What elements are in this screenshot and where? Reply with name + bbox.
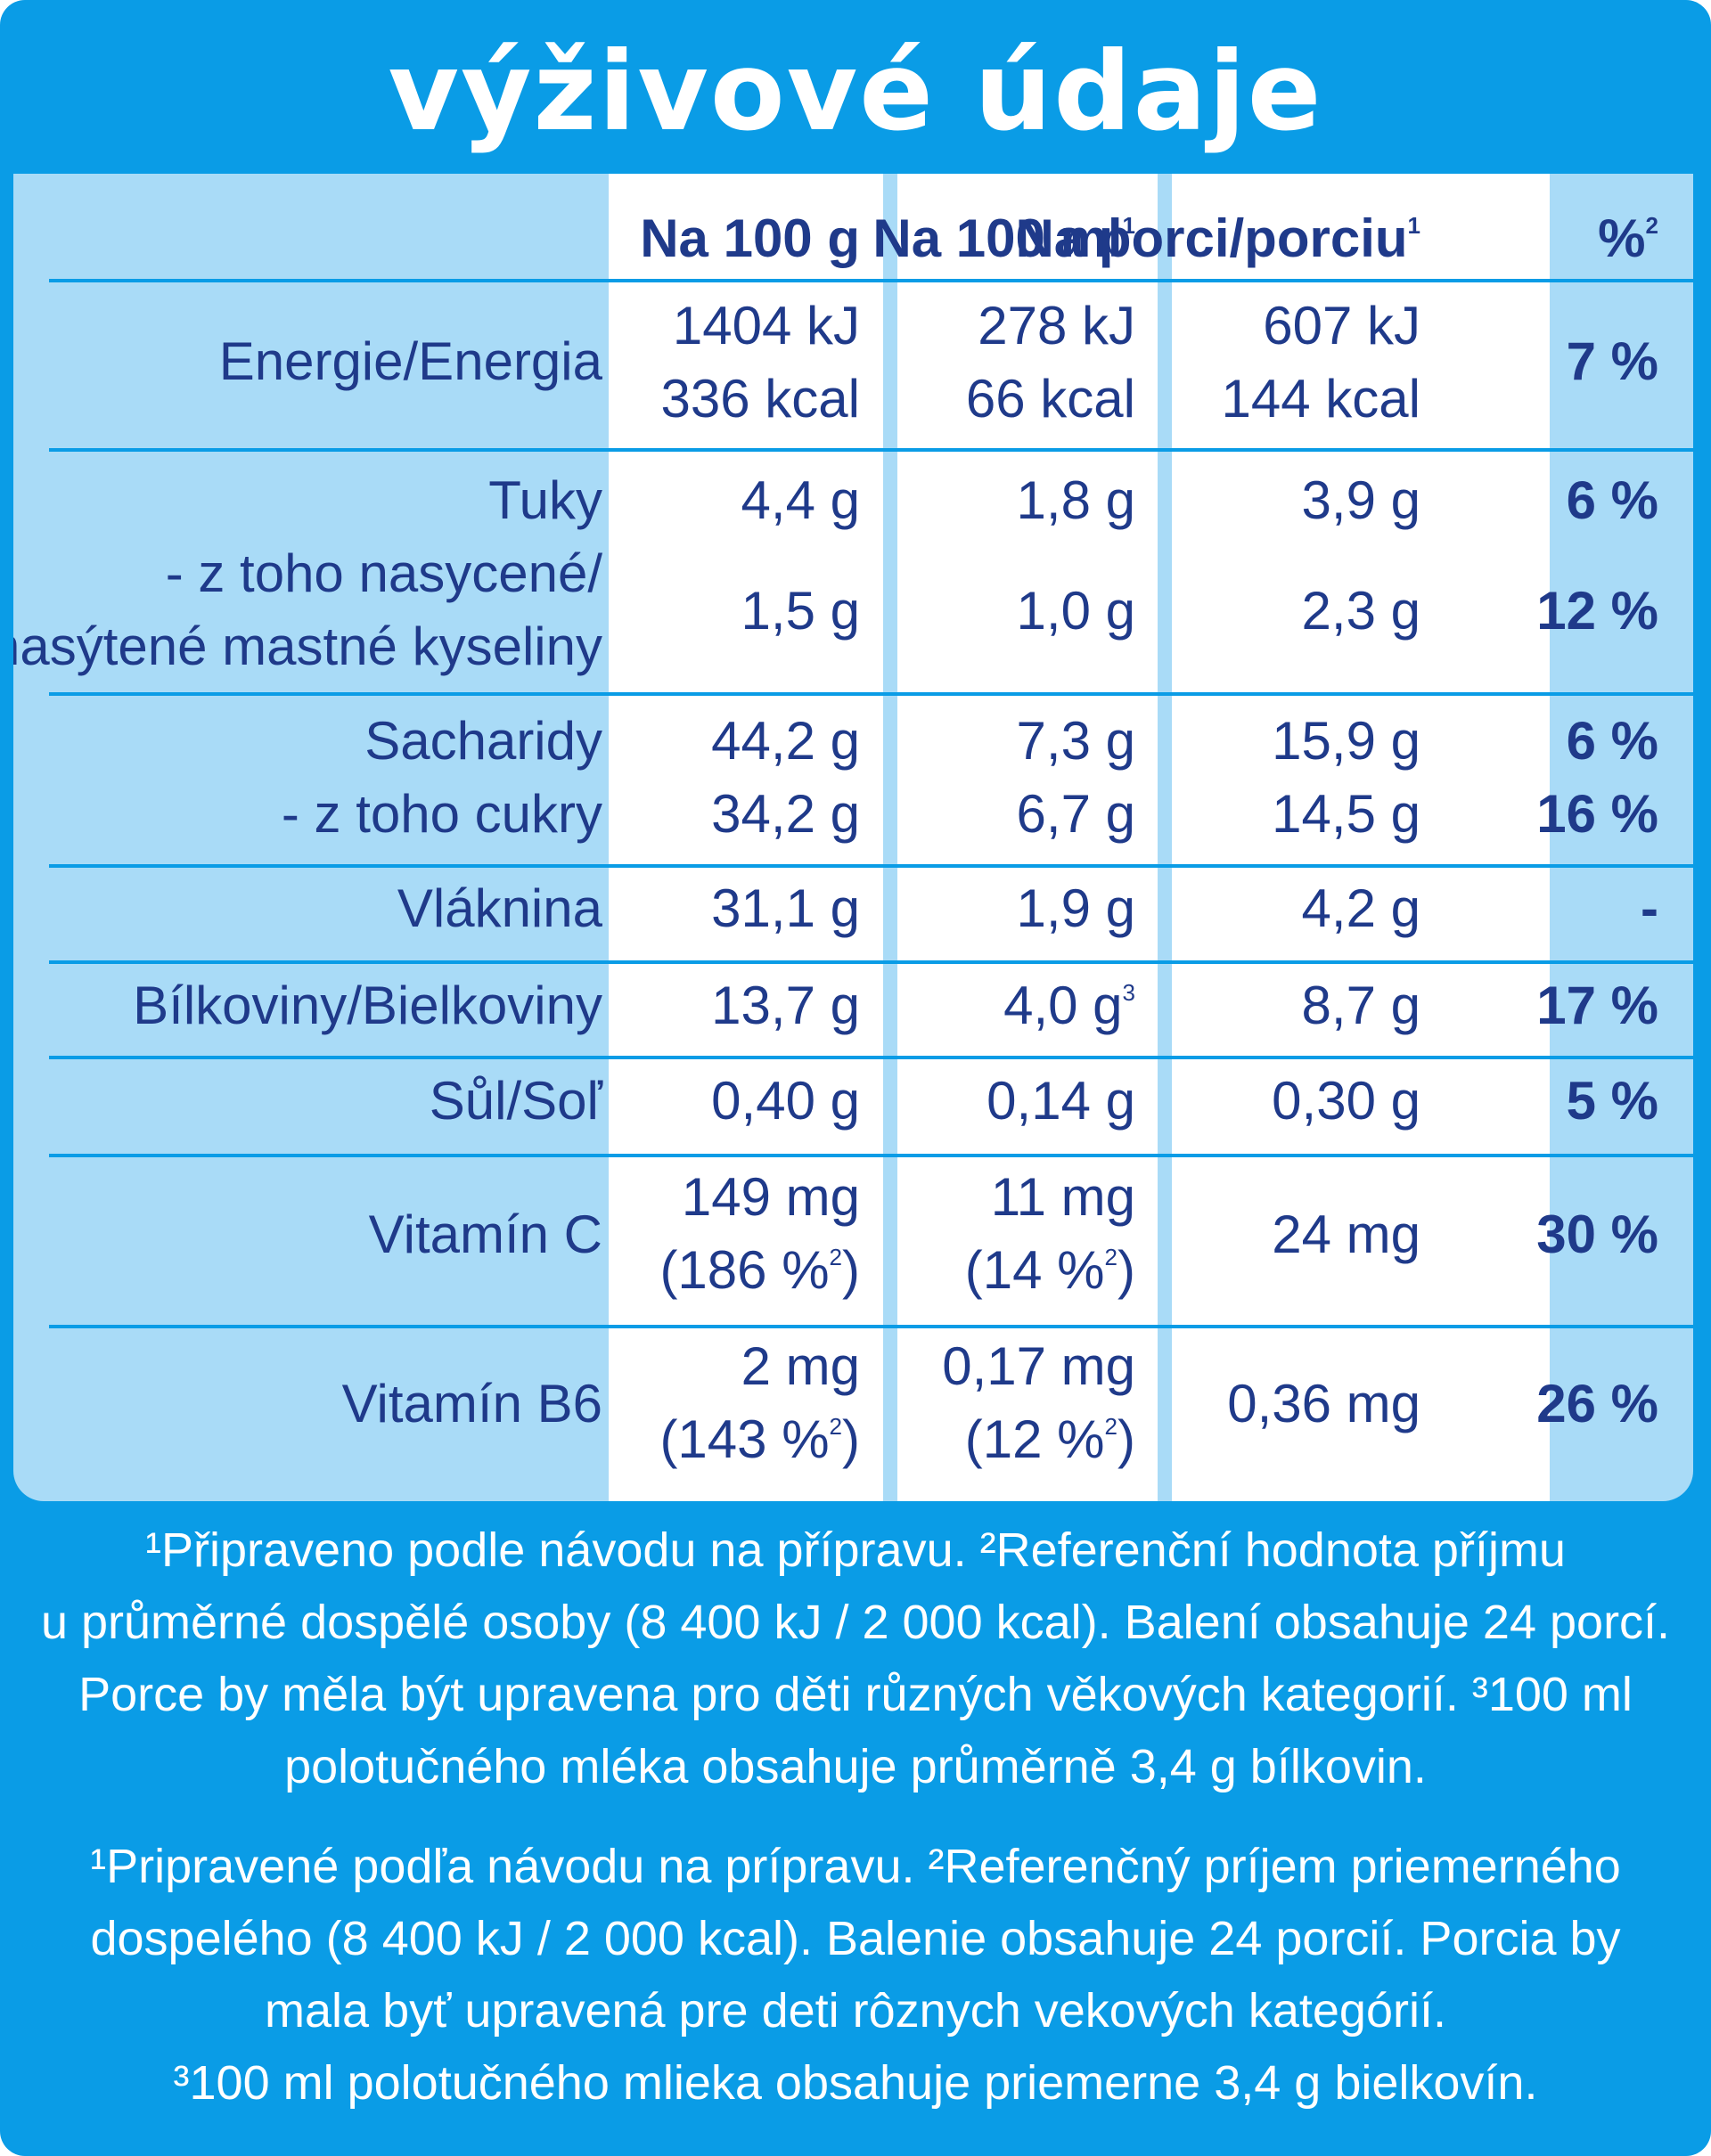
footnote-line: mala byť upravená pre deti rôznych vekov… — [265, 1984, 1446, 2038]
cell-fiber-portion: 4,2 g — [1301, 878, 1420, 938]
row-label-saturated: - z toho nasycené/nasýtené mastné kyseli… — [13, 543, 602, 676]
nutrition-table: Na 100 g Na 100 ml1 Na porci/porciu1 %2 … — [13, 174, 1693, 1501]
cell-sugars-portion: 14,5 g — [1272, 784, 1420, 844]
cell-saturated-100ml: 1,0 g — [1016, 581, 1135, 641]
row-label-vitamin-b6: Vitamín B6 — [341, 1374, 602, 1433]
row-label-fiber: Vláknina — [397, 878, 602, 938]
footnote-line: dospelého (8 400 kJ / 2 000 kcal). Balen… — [90, 1912, 1621, 1965]
row-divider — [49, 960, 1693, 964]
cell-salt-100ml: 0,14 g — [986, 1071, 1135, 1131]
cell-vitamin-c-100g: 149 mg (186 %2) — [659, 1167, 860, 1300]
row-divider — [49, 448, 1693, 452]
header-per-100g: Na 100 g — [640, 208, 860, 268]
cell-energy-100ml: 278 kJ 66 kcal — [965, 296, 1135, 429]
row-label-protein: Bílkoviny/Bielkoviny — [133, 976, 602, 1035]
cell-saturated-portion: 2,3 g — [1301, 581, 1420, 641]
cell-fat-portion: 3,9 g — [1301, 470, 1420, 530]
cell-sugars-100ml: 6,7 g — [1016, 784, 1135, 844]
cell-energy-portion: 607 kJ 144 kcal — [1221, 296, 1420, 429]
cell-fiber-100g: 31,1 g — [711, 878, 860, 938]
label-title: výživové údaje — [388, 29, 1323, 155]
cell-carbs-percent: 6 % — [1566, 711, 1658, 771]
cell-vitamin-c-portion: 24 mg — [1272, 1205, 1420, 1264]
cell-carbs-100ml: 7,3 g — [1016, 711, 1135, 771]
row-divider — [49, 1325, 1693, 1328]
header-percent: %2 — [1598, 208, 1658, 268]
cell-fiber-percent: - — [1641, 878, 1658, 938]
cell-fat-100ml: 1,8 g — [1016, 470, 1135, 530]
row-divider — [49, 1154, 1693, 1157]
row-divider — [49, 692, 1693, 696]
cell-protein-100g: 13,7 g — [711, 976, 860, 1035]
cell-fat-percent: 6 % — [1566, 470, 1658, 530]
footnote-slovak: ¹Pripravené podľa návodu na prípravu. ²R… — [0, 1831, 1711, 2119]
row-label-fat: Tuky — [488, 470, 602, 530]
row-divider — [49, 279, 1693, 282]
row-divider — [49, 1056, 1693, 1059]
cell-vitamin-c-100ml: 11 mg (14 %2) — [964, 1167, 1135, 1300]
cell-sugars-100g: 34,2 g — [711, 784, 860, 844]
row-label-energy: Energie/Energia — [218, 331, 602, 391]
footnote-line: ¹Pripravené podľa návodu na prípravu. ²R… — [90, 1840, 1621, 1893]
footnote-line: polotučného mléka obsahuje průměrně 3,4 … — [284, 1740, 1427, 1793]
footnote-line: Porce by měla být upravena pro děti různ… — [78, 1668, 1633, 1721]
column-per-100ml-bg — [897, 174, 1158, 1501]
cell-carbs-100g: 44,2 g — [711, 711, 860, 771]
cell-energy-100g: 1404 kJ 336 kcal — [660, 296, 860, 429]
cell-vitamin-b6-100ml: 0,17 mg (12 %2) — [942, 1336, 1135, 1469]
row-label-vitamin-c: Vitamín C — [368, 1205, 602, 1264]
row-label-carbs: Sacharidy — [364, 711, 602, 771]
cell-vitamin-c-percent: 30 % — [1536, 1205, 1658, 1264]
cell-vitamin-b6-percent: 26 % — [1536, 1374, 1658, 1433]
cell-vitamin-b6-portion: 0,36 mg — [1227, 1374, 1420, 1433]
cell-vitamin-b6-100g: 2 mg (143 %2) — [659, 1336, 860, 1469]
column-per-portion-bg — [1172, 174, 1550, 1501]
cell-protein-100ml: 4,0 g3 — [1003, 976, 1135, 1035]
cell-salt-portion: 0,30 g — [1272, 1071, 1420, 1131]
cell-sugars-percent: 16 % — [1536, 784, 1658, 844]
row-divider — [49, 864, 1693, 868]
header-per-portion: Na porci/porciu1 — [1015, 208, 1420, 268]
cell-protein-portion: 8,7 g — [1301, 976, 1420, 1035]
cell-saturated-percent: 12 % — [1536, 581, 1658, 641]
footnote-line: ³100 ml polotučného mlieka obsahuje prie… — [173, 2056, 1538, 2110]
cell-fiber-100ml: 1,9 g — [1016, 878, 1135, 938]
cell-salt-100g: 0,40 g — [711, 1071, 860, 1131]
cell-saturated-100g: 1,5 g — [741, 581, 860, 641]
cell-fat-100g: 4,4 g — [741, 470, 860, 530]
footnote-line: ¹Připraveno podle návodu na přípravu. ²R… — [145, 1523, 1566, 1577]
footnote-line: u průměrné dospělé osoby (8 400 kJ / 2 0… — [40, 1596, 1671, 1649]
header-per-100ml: Na 100 ml1 — [872, 208, 1135, 268]
column-per-100g-bg — [609, 174, 883, 1501]
footnote-czech: ¹Připraveno podle návodu na přípravu. ²R… — [0, 1515, 1711, 1803]
cell-salt-percent: 5 % — [1566, 1071, 1658, 1131]
cell-energy-percent: 7 % — [1566, 331, 1658, 391]
cell-carbs-portion: 15,9 g — [1272, 711, 1420, 771]
cell-protein-percent: 17 % — [1536, 976, 1658, 1035]
row-label-sugars: - z toho cukry — [281, 784, 602, 844]
row-label-salt: Sůl/Soľ — [429, 1071, 602, 1131]
